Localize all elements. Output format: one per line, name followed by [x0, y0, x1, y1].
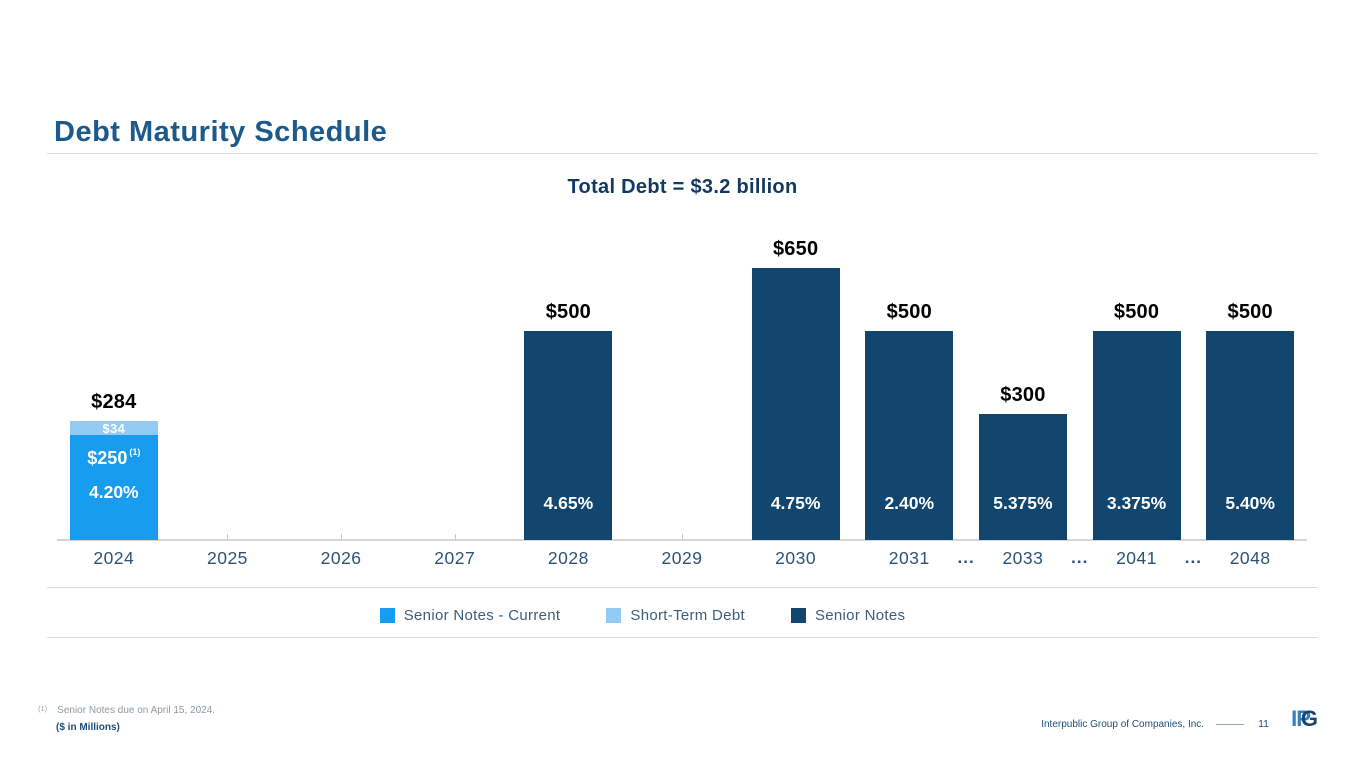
- x-axis-label-2026: 2026: [320, 548, 362, 568]
- title-divider: [47, 153, 1318, 154]
- legend-swatch-icon: [606, 607, 622, 623]
- segment-footnote-ref: (1): [129, 447, 141, 458]
- bar-total-label-2028: $500: [545, 300, 591, 323]
- legend-bottom-divider: [47, 637, 1318, 638]
- bar-2031: 2.40%: [865, 330, 954, 540]
- segment-rate-label: 4.65%: [543, 493, 594, 513]
- x-axis-label-2041: 2041: [1116, 548, 1157, 568]
- x-axis-label-2028: 2028: [547, 548, 589, 568]
- x-axis-label-2029: 2029: [661, 548, 703, 568]
- bar-segment: 3.375%: [1092, 330, 1181, 540]
- bar-total-label-2033: $300: [1000, 384, 1046, 407]
- footnote-marker: (1): [38, 704, 48, 713]
- legend-item: Senior Notes: [790, 606, 906, 624]
- bar-total-label-2030: $650: [772, 237, 819, 260]
- segment-rate-label: 4.75%: [770, 493, 821, 513]
- x-axis-line: [57, 539, 1307, 541]
- chart-title: Total Debt = $3.2 billion: [567, 176, 798, 198]
- bar-segment: 4.65%: [524, 330, 613, 540]
- axis-tick: [341, 534, 343, 540]
- bar-total-label-2031: $500: [886, 300, 932, 323]
- page-title: Debt Maturity Schedule: [54, 116, 388, 149]
- x-axis-label-2025: 2025: [206, 548, 248, 568]
- legend-label: Senior Notes - Current: [403, 606, 561, 624]
- legend-top-divider: [47, 587, 1318, 588]
- segment-rate-label: 5.40%: [1225, 493, 1275, 513]
- footer-divider-line: [1216, 723, 1245, 725]
- page-number: 11: [1258, 718, 1269, 730]
- x-axis-label-2024: 2024: [93, 548, 135, 568]
- segment-amount-label: $250 (1): [87, 447, 141, 469]
- footer: Interpublic Group of Companies, Inc. 11: [1041, 718, 1269, 730]
- axis-gap-ellipsis: ...: [1071, 548, 1089, 567]
- axis-tick: [227, 534, 229, 540]
- ipg-logo: IPG: [1291, 706, 1318, 731]
- bar-2041: 3.375%: [1092, 330, 1181, 540]
- bar-total-label-2048: $500: [1227, 300, 1273, 323]
- axis-tick: [682, 534, 683, 540]
- x-axis-label-2030: 2030: [775, 548, 817, 568]
- legend-item: Senior Notes - Current: [379, 606, 561, 624]
- logo-letters-ip: IP: [1291, 706, 1311, 731]
- bar-2048: 5.40%: [1206, 330, 1295, 540]
- x-axis-label-2048: 2048: [1229, 548, 1271, 568]
- segment-rate-label: 5.375%: [993, 493, 1053, 513]
- bar-2033: 5.375%: [978, 414, 1067, 540]
- axis-gap-ellipsis: ...: [957, 548, 975, 567]
- segment-amount-label: $34: [102, 420, 126, 436]
- bar-total-label-2024: $284: [91, 391, 137, 414]
- bar-2030: 4.75%: [751, 267, 840, 540]
- bar-segment: $34: [69, 420, 158, 436]
- legend-label: Short-Term Debt: [630, 606, 745, 624]
- footnote-text: Senior Notes due on April 15, 2024.: [57, 705, 216, 716]
- x-axis-label-2033: 2033: [1002, 548, 1044, 568]
- company-name: Interpublic Group of Companies, Inc.: [1041, 718, 1205, 730]
- bar-2028: 4.65%: [524, 330, 613, 540]
- chart-legend: Senior Notes - Current Short-Term Debt Sen…: [7, 601, 1278, 629]
- x-axis-label-2027: 2027: [434, 548, 476, 568]
- bar-segment: 4.75%: [751, 267, 840, 540]
- axis-gap-ellipsis: ...: [1184, 548, 1202, 567]
- units-label: ($ in Millions): [56, 722, 120, 733]
- axis-tick: [454, 534, 456, 540]
- x-axis-label-2031: 2031: [888, 548, 930, 568]
- bar-segment: 5.375%: [978, 414, 1067, 540]
- legend-swatch-icon: [790, 607, 806, 623]
- bar-segment: 2.40%: [865, 330, 954, 540]
- segment-rate-label: 3.375%: [1106, 493, 1167, 513]
- bar-total-label-2041: $500: [1113, 300, 1160, 323]
- bar-2024: $34 $250 (1) 4.20%: [69, 420, 158, 540]
- footnote: (1) Senior Notes due on April 15, 2024. (…: [38, 701, 215, 735]
- bar-segment: 5.40%: [1206, 330, 1295, 540]
- legend-label: Senior Notes: [814, 606, 906, 624]
- bar-segment: $250 (1) 4.20%: [69, 435, 158, 540]
- segment-rate-label: 4.20%: [89, 482, 139, 503]
- legend-swatch-icon: [379, 607, 395, 623]
- legend-item: Short-Term Debt: [606, 607, 745, 624]
- logo-letter-g: G: [1300, 706, 1318, 731]
- debt-maturity-chart: 2024 2025 2026 2027 2028 2029 2030 2031 2033 2041…: [57, 238, 1307, 568]
- segment-rate-label: 2.40%: [884, 493, 935, 513]
